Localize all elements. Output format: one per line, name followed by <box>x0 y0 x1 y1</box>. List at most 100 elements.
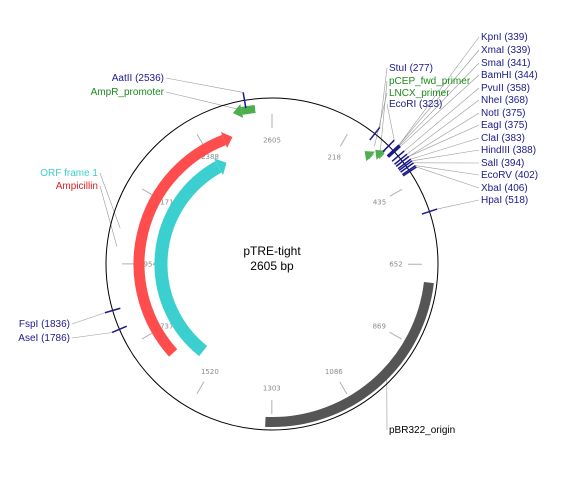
site-mark-aatii-2536 <box>242 92 247 109</box>
plasmid-name: pTRE-tight <box>243 244 301 258</box>
label-noti-375: NotI (375) <box>481 108 525 119</box>
label-ecori-323: EcoRI (323) <box>389 99 442 110</box>
leader-ecori-323 <box>386 103 395 141</box>
site-mark-hpai-518 <box>421 208 438 215</box>
leader-ampr-promoter <box>165 91 245 111</box>
leader-smai-341 <box>399 62 480 146</box>
leader-hindiii-388 <box>412 149 480 162</box>
tick-435 <box>389 188 403 197</box>
site-mark-eagi-375 <box>395 155 410 167</box>
leader-ecorv-402 <box>415 165 480 176</box>
tick-label-2605: 2605 <box>263 137 281 145</box>
tick-label-435: 435 <box>373 199 386 207</box>
site-mark-asei-1786 <box>111 325 128 334</box>
leader-lines <box>71 36 480 431</box>
site-mark-nhei-368 <box>394 153 408 165</box>
tick-label-218: 218 <box>328 153 341 161</box>
tick-label-1086: 1086 <box>325 368 343 376</box>
pcep-fwd-primer-arrowhead <box>375 149 386 160</box>
site-mark-xbai-406 <box>402 166 417 177</box>
leader-xmai-339 <box>398 49 480 146</box>
label-lncx-primer: LNCX_primer <box>389 88 450 99</box>
label-asei-1786: AseI (1786) <box>18 333 70 344</box>
label-pcep-fwd-primer: pCEP_fwd_primer <box>389 76 471 87</box>
leader-nhei-368 <box>406 99 480 155</box>
label-smai-341: SmaI (341) <box>481 58 530 69</box>
plasmid-length: 2605 bp <box>250 259 294 273</box>
ampicillin-arrowhead <box>220 132 233 148</box>
label-xmai-339: XmaI (339) <box>481 45 530 56</box>
feature-arcs <box>133 104 434 427</box>
leader-orf-frame-1 <box>99 172 121 229</box>
tick-1520 <box>196 381 205 395</box>
ampr-promoter-arrowhead <box>232 104 244 118</box>
leader-xbai-406 <box>416 166 480 189</box>
tick-218 <box>339 134 348 147</box>
leader-pvuii-358 <box>404 87 480 152</box>
tick-label-1954: 1954 <box>139 260 157 268</box>
label-aatii-2536: AatII (2536) <box>112 73 164 84</box>
site-mark-ecori-323 <box>382 139 395 153</box>
label-hpai-518: HpaI (518) <box>481 195 528 206</box>
label-hindiii-388: HindIII (388) <box>481 145 536 156</box>
tick-1086 <box>339 381 348 395</box>
label-pvuii-358: PvuII (358) <box>481 83 530 94</box>
leader-asei-1786 <box>71 332 113 339</box>
site-mark-bamhi-344 <box>388 145 401 158</box>
leader-aatii-2536 <box>165 77 244 93</box>
site-mark-xmai-339 <box>386 144 400 157</box>
label-nhei-368: NheI (368) <box>481 95 528 106</box>
lncx-primer-arc <box>368 153 374 160</box>
label-ecorv-402: EcoRV (402) <box>481 170 538 181</box>
leader-lncx-primer <box>374 92 388 147</box>
label-clai-383: ClaI (383) <box>481 133 525 144</box>
orf-frame-1-arrowhead <box>213 158 227 176</box>
backbone-circle <box>105 97 439 431</box>
labels: AatII (2536) FspI (1836) AseI (1786) StuI (… <box>18 32 538 436</box>
site-mark-stui-277 <box>369 126 381 141</box>
leader-noti-375 <box>408 112 480 157</box>
label-ampr-promoter: AmpR_promoter <box>91 87 165 98</box>
site-mark-clai-383 <box>397 158 412 170</box>
lncx-primer-arrowhead <box>364 151 376 162</box>
tick-label-2171: 2171 <box>156 198 174 206</box>
label-kpni-339: KpnI (339) <box>481 32 528 43</box>
label-sali-394: SalI (394) <box>481 158 524 169</box>
site-mark-hindiii-388 <box>398 160 413 171</box>
pbr322-origin-arc <box>265 281 434 427</box>
tick-label-2388: 2388 <box>201 153 219 161</box>
site-mark-ecorv-402 <box>401 164 416 176</box>
leader-hpai-518 <box>437 199 480 210</box>
label-eagi-375: EagI (375) <box>481 120 528 131</box>
site-mark-pvuii-358 <box>391 150 405 162</box>
leader-pcep-fwd-primer <box>379 80 388 152</box>
tick-label-1737: 1737 <box>156 322 174 330</box>
site-mark-sali-394 <box>400 162 415 173</box>
leader-kpni-339 <box>398 36 480 146</box>
label-pbr322-origin: pBR322_origin <box>389 425 455 436</box>
ampr-promoter-arc <box>240 104 256 115</box>
label-fspi-1836: FspI (1836) <box>19 319 70 330</box>
label-orf-frame-1: ORF frame 1 <box>40 168 98 179</box>
leader-clai-383 <box>410 137 480 160</box>
site-mark-smai-341 <box>387 145 401 158</box>
pcep-fwd-primer-arc <box>378 152 385 159</box>
ampicillin-arc <box>133 134 226 357</box>
tick-marks: 218 435 652 869 1086 1303 1520 1737 1954 2171 2388… <box>121 114 423 415</box>
leader-bamhi-344 <box>400 74 480 147</box>
leader-ampicillin <box>99 185 118 247</box>
label-xbai-406: XbaI (406) <box>481 183 528 194</box>
tick-label-1303: 1303 <box>263 384 281 392</box>
site-mark-fspi-1836 <box>104 307 121 314</box>
backbone-group <box>105 97 439 431</box>
label-ampicillin: Ampicillin <box>56 181 98 192</box>
tick-label-1520: 1520 <box>201 368 219 376</box>
tick-869 <box>389 331 403 340</box>
label-stui-277: StuI (277) <box>389 63 433 74</box>
orf-frame-1-arc <box>154 161 222 357</box>
tick-label-869: 869 <box>373 323 386 331</box>
tick-label-652: 652 <box>389 261 402 269</box>
leader-eagi-375 <box>408 124 480 157</box>
leader-fspi-1836 <box>71 312 106 325</box>
